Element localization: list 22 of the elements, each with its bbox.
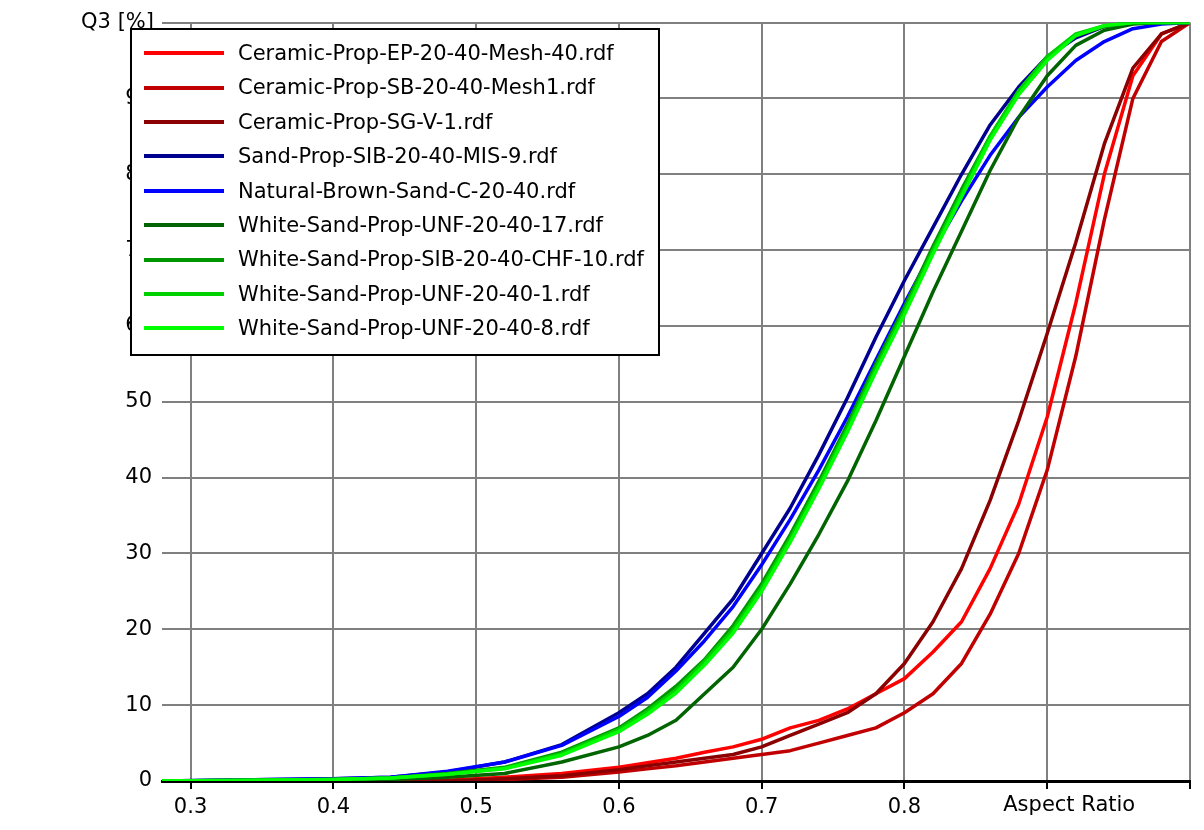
legend-label: White-Sand-Prop-SIB-20-40-CHF-10.rdf — [238, 246, 644, 274]
x-tick-label: 0.7 — [744, 794, 779, 819]
x-tick-label: 0.5 — [459, 794, 493, 819]
legend-label: Ceramic-Prop-EP-20-40-Mesh-40.rdf — [238, 40, 614, 67]
legend-label: Sand-Prop-SIB-20-40-MIS-9.rdf — [238, 143, 557, 171]
y-tick-label: 40 — [125, 464, 152, 489]
y-tick-label: 30 — [125, 539, 152, 564]
x-tick-label: 0.3 — [173, 794, 208, 819]
x-axis-title: Aspect Ratio — [1003, 791, 1136, 816]
x-tick-label: 0.6 — [602, 794, 636, 819]
legend-label: White-Sand-Prop-UNF-20-40-8.rdf — [238, 315, 590, 343]
y-tick-label: 0 — [138, 767, 152, 792]
x-tick-label: 0.8 — [887, 794, 922, 819]
legend-label: Ceramic-Prop-SB-20-40-Mesh1.rdf — [238, 74, 595, 102]
x-tick-label: 0.4 — [316, 794, 351, 819]
legend-label: Natural-Brown-Sand-C-20-40.rdf — [238, 177, 576, 205]
legend-label: White-Sand-Prop-UNF-20-40-17.rdf — [238, 212, 603, 240]
y-tick-label: 10 — [125, 691, 152, 716]
legend-label: Ceramic-Prop-SG-V-1.rdf — [238, 108, 493, 136]
legend-label: White-Sand-Prop-UNF-20-40-1.rdf — [238, 280, 590, 308]
y-tick-label: 50 — [125, 388, 152, 413]
y-tick-label: 20 — [125, 615, 152, 640]
